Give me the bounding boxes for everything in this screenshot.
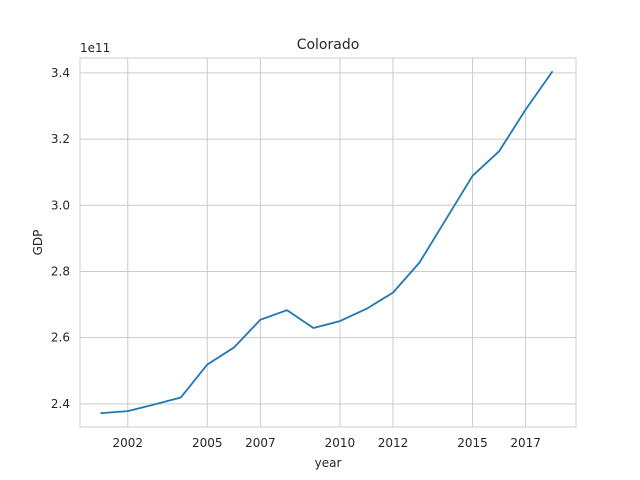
series-line — [100, 71, 554, 415]
y-tick-label: 3.2 — [51, 132, 70, 146]
x-tick-label: 2017 — [510, 436, 541, 450]
y-tick-label: 2.8 — [51, 264, 70, 278]
x-tick-labels: 2002 2005 2007 2010 2012 2015 2017 — [112, 436, 540, 450]
y-offset-label: 1e11 — [80, 41, 110, 55]
y-axis-label: GDP — [31, 230, 45, 256]
y-tick-label: 3.4 — [51, 66, 70, 80]
y-tick-label: 2.4 — [51, 397, 70, 411]
x-axis-label: year — [315, 456, 342, 470]
y-tick-label: 3.0 — [51, 198, 70, 212]
x-tick-label: 2007 — [245, 436, 276, 450]
y-tick-labels: 2.4 2.6 2.8 3.0 3.2 3.4 — [51, 66, 70, 411]
x-tick-label: 2010 — [325, 436, 356, 450]
series-layer — [100, 71, 554, 415]
x-tick-label: 2015 — [457, 436, 488, 450]
plot-frame — [79, 57, 577, 428]
y-tick-label: 2.6 — [51, 331, 70, 345]
x-tick-label: 2005 — [192, 436, 223, 450]
grid — [80, 58, 576, 427]
chart-title: Colorado — [297, 37, 360, 53]
x-tick-label: 2012 — [378, 436, 409, 450]
x-tick-label: 2002 — [112, 436, 143, 450]
